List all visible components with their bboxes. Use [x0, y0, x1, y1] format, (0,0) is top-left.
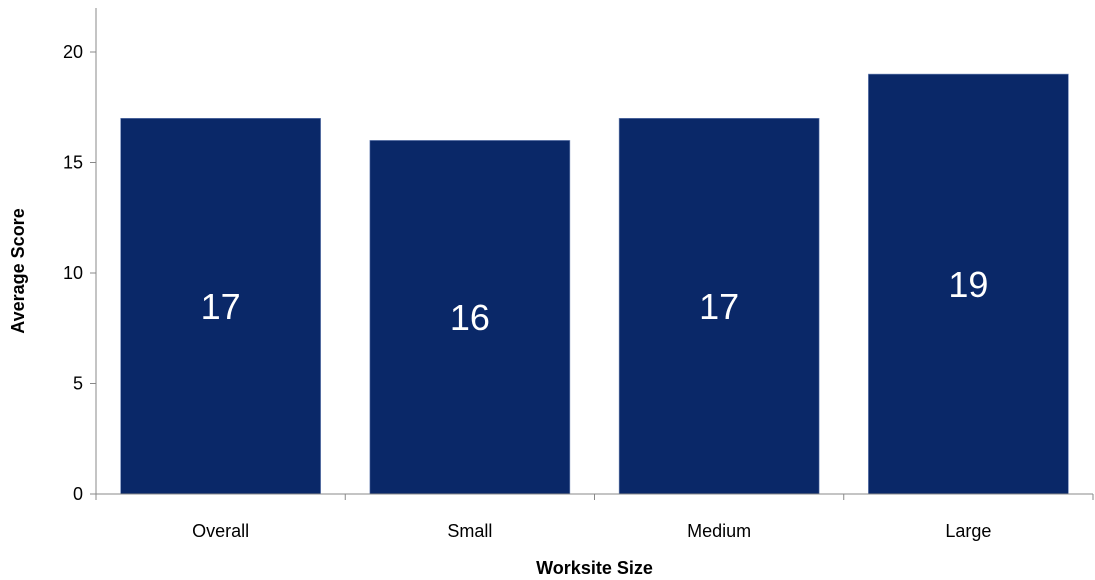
x-tick-label: Large	[945, 521, 991, 541]
data-labels-group: 17 16 17 19	[201, 264, 989, 338]
data-label-medium: 17	[699, 286, 739, 327]
bar-overall	[120, 118, 321, 495]
y-axis-title: Average Score	[8, 208, 28, 333]
x-tick-label: Small	[447, 521, 492, 541]
data-label-large: 19	[948, 264, 988, 305]
y-axis-ticks: 0 5 10 15 20	[63, 42, 96, 504]
y-tick-label: 15	[63, 153, 83, 173]
y-tick-label: 0	[73, 484, 83, 504]
bar-small	[369, 140, 571, 495]
bar-large	[868, 73, 1069, 495]
bar-medium	[618, 118, 820, 495]
data-label-overall: 17	[201, 286, 241, 327]
bars-group	[120, 73, 1069, 495]
x-axis-title: Worksite Size	[536, 558, 653, 578]
x-axis-ticks: Overall Small Medium Large	[95, 494, 1094, 541]
y-tick-label: 10	[63, 263, 83, 283]
y-tick-label: 5	[73, 374, 83, 394]
x-tick-label: Overall	[192, 521, 249, 541]
x-tick-label: Medium	[687, 521, 751, 541]
data-label-small: 16	[450, 297, 490, 338]
y-tick-label: 20	[63, 42, 83, 62]
